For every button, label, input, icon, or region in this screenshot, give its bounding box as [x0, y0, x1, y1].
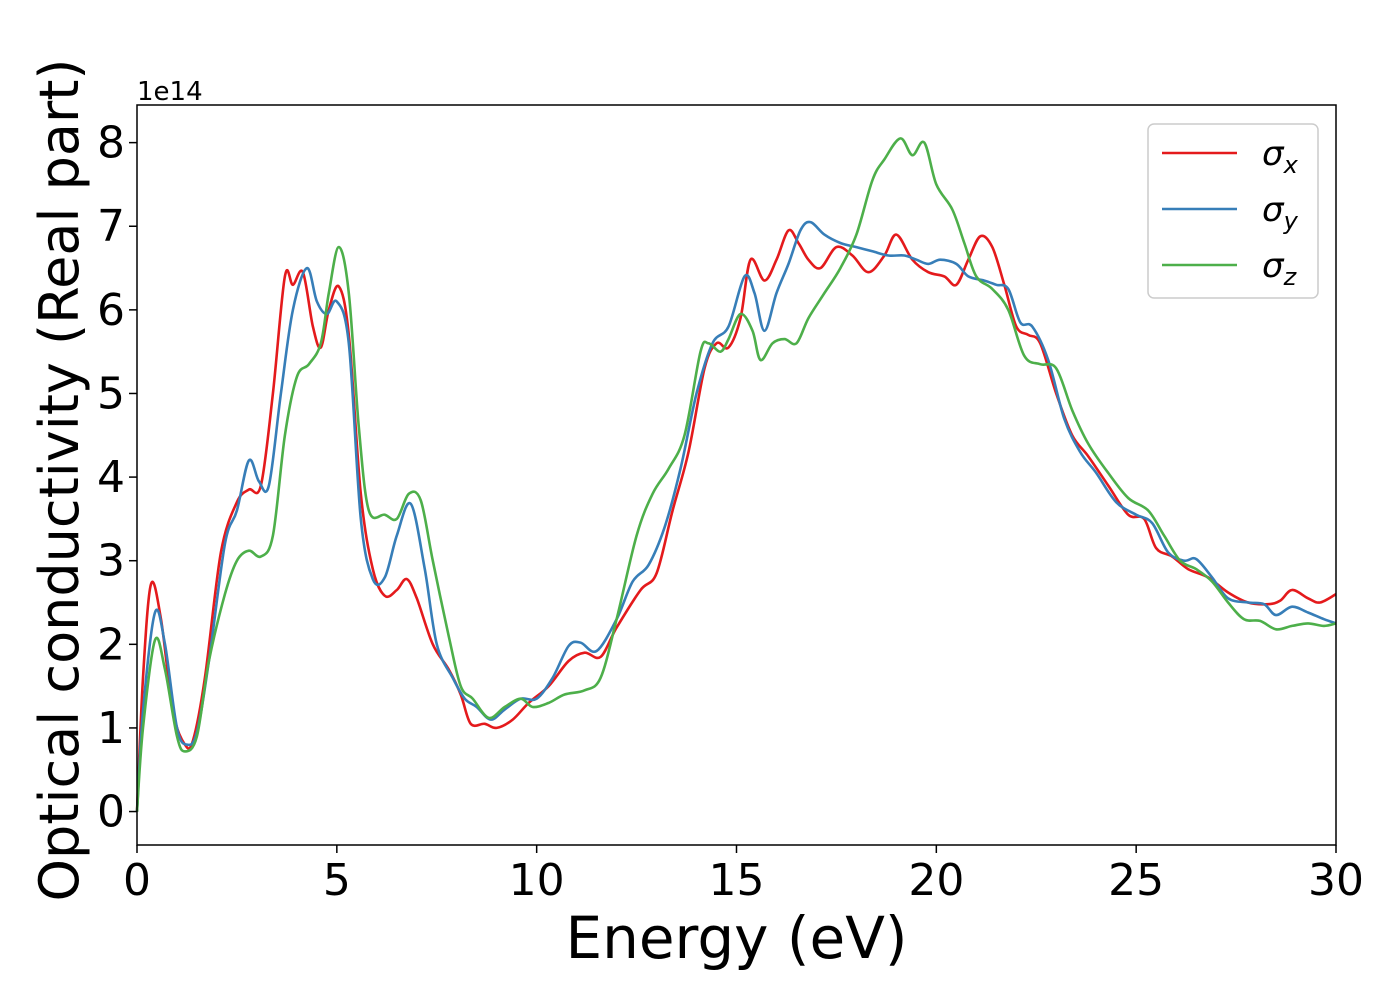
x-tick-label: 25	[1108, 855, 1164, 906]
series-line-z	[135, 137, 1337, 812]
y-axis-label: Optical conductivity (Real part)	[28, 59, 91, 902]
y-tick-label: 4	[97, 452, 125, 503]
y-tick-label: 7	[97, 201, 125, 252]
x-tick-label: 5	[323, 855, 351, 906]
x-tick-label: 10	[509, 855, 565, 906]
series-lines	[135, 137, 1337, 812]
x-axis-label: Energy (eV)	[565, 904, 907, 972]
x-tick-label: 20	[908, 855, 964, 906]
y-tick-label: 5	[97, 368, 125, 419]
y-offset-label: 1e14	[137, 77, 203, 107]
y-tick-label: 3	[97, 536, 125, 587]
series-line-x	[135, 228, 1337, 812]
series-line-y	[135, 220, 1337, 812]
x-axis-ticks: 0 5 10 15 20 25 30	[123, 845, 1364, 906]
y-tick-label: 8	[97, 118, 125, 169]
x-tick-label: 0	[123, 855, 151, 906]
y-tick-label: 0	[97, 787, 125, 838]
x-tick-label: 30	[1308, 855, 1364, 906]
x-tick-label: 15	[709, 855, 765, 906]
y-tick-label: 1	[97, 703, 125, 754]
y-tick-label: 2	[97, 619, 125, 670]
y-axis-ticks: 0 1 2 3 4 5 6 7 8	[97, 118, 137, 838]
legend-box	[1147, 123, 1319, 299]
y-tick-label: 6	[97, 285, 125, 336]
